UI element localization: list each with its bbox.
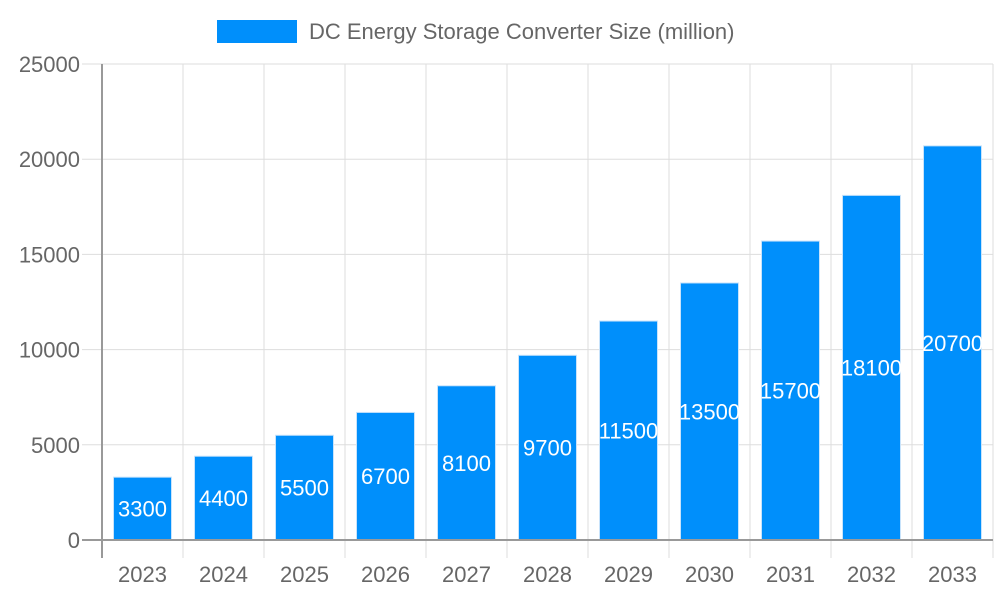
y-tick-label: 20000 [19, 147, 80, 172]
data-label: 9700 [523, 436, 572, 461]
bar [761, 240, 820, 541]
data-label: 15700 [760, 379, 821, 404]
axes: 0 5000 10000 15000 20000 25000 2023 2024 2025 202… [19, 52, 993, 587]
x-tick-label: 2026 [361, 562, 410, 587]
data-label: 11500 [599, 419, 659, 444]
y-tick-label: 25000 [19, 52, 80, 77]
y-tick-label: 0 [68, 528, 80, 553]
bar [923, 145, 982, 541]
x-tick-label: 2031 [766, 562, 815, 587]
legend[interactable]: DC Energy Storage Converter Size (millio… [217, 19, 735, 44]
data-label: 4400 [199, 486, 248, 511]
bars: 3300 4400 5500 6700 8100 9700 11500 13500 15700 1… [113, 145, 983, 541]
x-tick-label: 2027 [442, 562, 491, 587]
x-tick-label: 2030 [685, 562, 734, 587]
x-tick-label: 2024 [199, 562, 248, 587]
bar [356, 411, 415, 541]
data-label: 18100 [841, 356, 902, 381]
bar [599, 320, 658, 541]
data-label: 20700 [922, 331, 983, 356]
grid [82, 63, 994, 558]
x-tick-label: 2025 [280, 562, 329, 587]
bar [518, 354, 577, 541]
data-label: 3300 [118, 497, 167, 522]
data-label: 6700 [361, 464, 410, 489]
x-tick-label: 2028 [523, 562, 572, 587]
bar [437, 385, 496, 541]
y-tick-label: 15000 [19, 242, 80, 267]
y-tick-label: 5000 [31, 433, 80, 458]
y-tick-label: 10000 [19, 338, 80, 363]
x-tick-label: 2023 [118, 562, 167, 587]
data-label: 5500 [280, 476, 329, 501]
data-label: 8100 [442, 451, 491, 476]
x-tick-label: 2033 [928, 562, 977, 587]
legend-label[interactable]: DC Energy Storage Converter Size (millio… [309, 19, 735, 44]
x-tick-label: 2029 [604, 562, 653, 587]
x-tick-label: 2032 [847, 562, 896, 587]
data-label: 13500 [679, 399, 740, 424]
bar [842, 194, 901, 541]
legend-swatch[interactable] [217, 20, 297, 43]
